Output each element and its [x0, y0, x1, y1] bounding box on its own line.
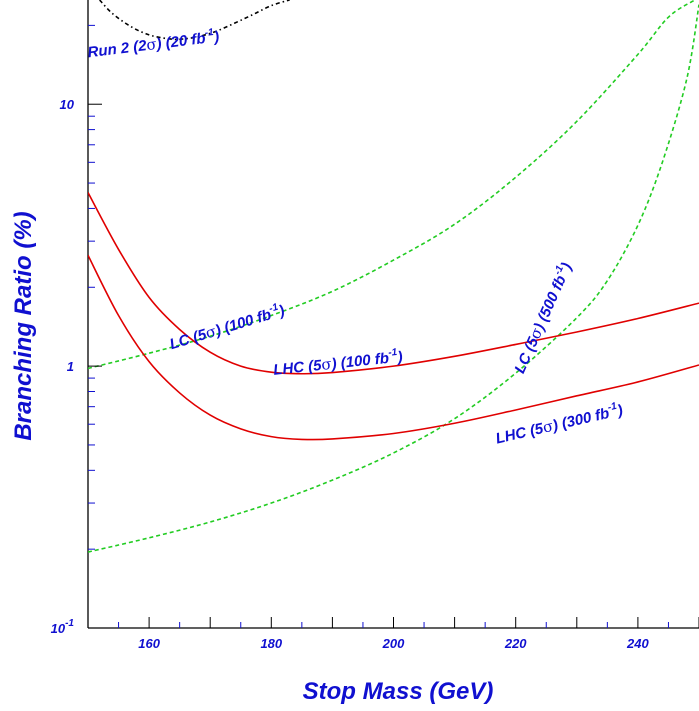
series-layer [88, 0, 699, 553]
curve-label-1: Run 2 (2σ) (20 fb-1) [86, 26, 221, 61]
plot-frame [87, 0, 699, 629]
series-line-5 [88, 254, 699, 441]
curve-label-text: Run 2 (2σ) (20 fb-1) [86, 26, 220, 61]
x-tick-label: 160 [138, 636, 160, 651]
x-tick-label: 200 [382, 636, 405, 651]
curve-label-text: LC (5σ) (100 fb-1) [167, 300, 287, 353]
series-line-3 [88, 4, 699, 553]
series-line-4 [88, 192, 699, 375]
x-tick-label: 180 [260, 636, 282, 651]
x-tick-label: 240 [626, 636, 649, 651]
curve-label-3: LC (5σ) (500 fb-1) [510, 259, 576, 376]
curve-label-5: LHC (5σ) (300 fb-1) [494, 400, 625, 448]
curve-label-text: LHC (5σ) (300 fb-1) [494, 400, 625, 448]
y-tick-label: 1 [67, 359, 74, 374]
curve-label-2: LC (5σ) (100 fb-1) [167, 300, 287, 354]
x-tick-label: 220 [504, 636, 527, 651]
y-tick-label: 10 [60, 97, 75, 112]
curve-label-text: LHC (5σ) (100 fb-1) [272, 346, 403, 378]
ticks-layer [87, 24, 699, 629]
series-line-2 [88, 0, 696, 370]
curve-label-text: LC (5σ) (500 fb-1) [510, 259, 576, 376]
curve-label-4: LHC (5σ) (100 fb-1) [272, 346, 403, 379]
y-axis-title: Branching Ratio (%) [10, 211, 37, 440]
labels-layer: 160 180 200 220 240 10-1 1 10 Run 2 (2σ) (20 fb-… [51, 26, 650, 651]
y-tick-label: 10-1 [51, 618, 75, 636]
x-axis-title: Stop Mass (GeV) [303, 678, 494, 705]
